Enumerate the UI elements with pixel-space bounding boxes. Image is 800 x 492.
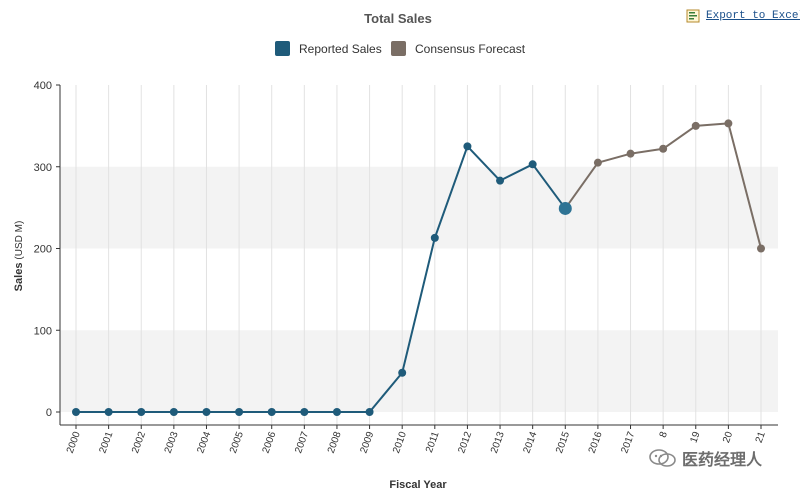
- reported-point-2003: [169, 408, 178, 416]
- x-tick-label-2008: 2008: [326, 430, 344, 455]
- x-tick-label-2006: 2006: [261, 430, 279, 455]
- x-tick-label-2003: 2003: [163, 430, 181, 455]
- plot-band: [60, 330, 778, 412]
- y-tick-label-300: 300: [34, 162, 52, 174]
- plot-band: [60, 166, 778, 249]
- forecast-point-2018: [659, 144, 668, 153]
- x-tick-label-2007: 2007: [293, 430, 311, 455]
- reported-point-2005: [235, 408, 244, 416]
- reported-point-2014: [528, 160, 537, 169]
- y-tick-label-400: 400: [34, 80, 52, 92]
- x-tick-label-2021: 21: [754, 430, 768, 445]
- reported-point-2012: [463, 142, 472, 151]
- highlight-point-2015: [558, 201, 572, 215]
- forecast-point-2021: [757, 244, 765, 253]
- series-line-reported-sales: [76, 145, 567, 413]
- plot-bands: [60, 166, 778, 412]
- x-tick-label-2018: 8: [658, 430, 670, 439]
- legend-swatch-reported-sales: [275, 41, 290, 56]
- x-tick-label-2005: 2005: [228, 430, 246, 455]
- watermark: 医药经理人: [648, 446, 762, 470]
- y-axis-label-main: Sales: [13, 263, 25, 292]
- export-label: Export to Excel: [706, 10, 800, 22]
- forecast-point-2019: [691, 121, 700, 130]
- reported-point-2010: [398, 368, 407, 377]
- x-tick-label-2004: 2004: [195, 430, 213, 455]
- y-axis-label: Sales (USD M): [13, 221, 25, 292]
- forecast-point-2017: [626, 149, 635, 158]
- x-tick-label-2019: 19: [688, 430, 702, 445]
- reported-point-2006: [267, 408, 276, 416]
- wechat-icon: [649, 449, 676, 467]
- x-axis-label: Fiscal Year: [389, 479, 447, 491]
- forecast-point-2020: [724, 119, 733, 128]
- x-tick-label-2015: 2015: [554, 430, 572, 455]
- x-tick-label-2010: 2010: [391, 430, 409, 455]
- x-tick-label-2011: 2011: [424, 430, 442, 454]
- x-tick-label-2002: 2002: [130, 430, 148, 455]
- reported-point-2002: [137, 408, 146, 416]
- forecast-point-2016: [593, 158, 602, 167]
- reported-point-2001: [104, 408, 113, 416]
- x-tick-label-2017: 2017: [619, 430, 637, 455]
- excel-icon: [686, 9, 700, 23]
- x-tick-label-2001: 2001: [97, 430, 115, 455]
- reported-point-2009: [365, 408, 374, 416]
- y-axis-label-unit: (USD M): [14, 221, 25, 260]
- legend-swatch-consensus-forecast: [391, 41, 406, 56]
- x-tick-label-2016: 2016: [587, 430, 605, 455]
- reported-point-2011: [430, 233, 439, 242]
- reported-point-2008: [332, 408, 341, 416]
- reported-point-2013: [496, 176, 505, 185]
- legend-label-consensus-forecast: Consensus Forecast: [415, 42, 526, 56]
- y-tick-label-200: 200: [34, 244, 52, 256]
- legend-label-reported-sales: Reported Sales: [299, 42, 382, 56]
- x-tick-label-2014: 2014: [522, 430, 540, 455]
- y-tick-label-0: 0: [46, 407, 52, 419]
- axes: [59, 85, 778, 426]
- legend: Reported Sales Consensus Forecast: [275, 41, 526, 56]
- watermark-text: 医药经理人: [682, 452, 763, 469]
- reported-point-2004: [202, 408, 211, 416]
- x-tick-label-2013: 2013: [489, 430, 507, 455]
- y-tick-label-100: 100: [34, 325, 52, 337]
- vertical-gridlines: [75, 85, 762, 425]
- reported-point-2007: [300, 408, 309, 416]
- x-tick-label-2000: 2000: [65, 430, 83, 455]
- x-tick-label-2009: 2009: [358, 430, 376, 455]
- reported-point-2000: [72, 408, 80, 416]
- x-tick-label-2020: 20: [721, 430, 735, 445]
- series-points: [72, 119, 765, 416]
- y-tick-labels: 0 100 200 300 400: [34, 80, 60, 419]
- export-to-excel-link[interactable]: Export to Excel: [686, 9, 800, 23]
- chart-title: Total Sales: [364, 11, 432, 26]
- x-tick-label-2012: 2012: [456, 430, 474, 455]
